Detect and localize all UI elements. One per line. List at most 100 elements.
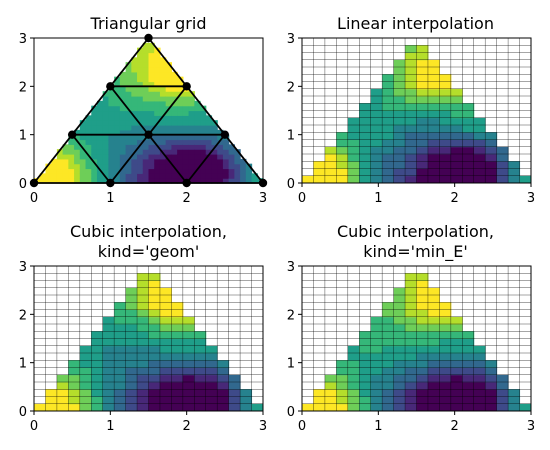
contour-cell	[154, 71, 161, 78]
contour-cell	[450, 168, 463, 177]
contour-cell	[450, 146, 463, 155]
contour-cell	[188, 178, 195, 184]
contour-cell	[131, 57, 138, 63]
contour-cell	[137, 345, 149, 354]
contour-cell	[450, 374, 463, 383]
contour-cell	[137, 125, 144, 131]
contour-cell	[473, 161, 486, 169]
contour-cell	[137, 71, 144, 78]
contour-cell	[182, 91, 190, 97]
contour-cell	[439, 396, 452, 405]
contour-cell	[159, 105, 167, 112]
contour-cell	[427, 338, 440, 347]
contour-cell	[496, 389, 509, 397]
contour-cell	[114, 100, 121, 107]
contour-cell	[102, 115, 110, 121]
contour-cell	[405, 88, 417, 97]
contour-cell	[177, 96, 184, 102]
contour-cell	[119, 71, 127, 78]
contour-cell	[182, 353, 195, 361]
contour-cell	[79, 168, 87, 174]
contour-cell	[119, 134, 127, 141]
contour-cell	[393, 331, 406, 339]
contour-cell	[102, 96, 110, 102]
contour-cell	[439, 175, 452, 184]
contour-cell	[125, 173, 132, 179]
contour-cell	[91, 173, 98, 179]
contour-cell	[205, 158, 213, 165]
contour-cell	[56, 163, 64, 170]
contour-cell	[240, 389, 253, 397]
subplot-subtitle: kind='geom'	[98, 242, 200, 261]
contour-cell	[462, 382, 475, 390]
contour-cell	[359, 103, 372, 111]
contour-cell	[473, 353, 486, 361]
contour-cell	[496, 146, 509, 155]
contour-cell	[131, 62, 138, 68]
contour-cell	[194, 144, 201, 150]
contour-cell	[427, 81, 440, 90]
contour-cell	[159, 57, 167, 63]
contour-cell	[240, 173, 247, 179]
contour-cell	[205, 403, 218, 412]
contour-cell	[125, 382, 138, 390]
contour-cell	[62, 149, 69, 155]
contour-cell	[370, 110, 383, 119]
contour-cell	[131, 105, 138, 112]
contour-cell	[245, 178, 253, 184]
contour-cell	[228, 389, 241, 397]
contour-cell	[154, 86, 161, 92]
contour-cell	[194, 134, 201, 141]
contour-cell	[148, 100, 155, 107]
contour-cell	[427, 367, 440, 376]
contour-cell	[159, 367, 172, 376]
contour-cell	[393, 345, 406, 354]
contour-cell	[462, 168, 475, 177]
contour-cell	[182, 115, 190, 121]
contour-cell	[114, 144, 121, 150]
contour-cell	[62, 163, 69, 170]
contour-cell	[336, 175, 349, 184]
contour-cell	[393, 81, 406, 90]
contour-cell	[370, 345, 383, 354]
contour-cell	[194, 353, 207, 361]
contour-cell	[108, 91, 115, 97]
mesh-node	[106, 82, 115, 91]
contour-cell	[393, 360, 406, 368]
contour-cell	[148, 76, 155, 83]
contour-cell	[427, 146, 440, 155]
contour-cell	[188, 144, 195, 150]
contour-cell	[370, 367, 383, 376]
x-tick-label: 2	[451, 419, 459, 434]
contour-cell	[416, 81, 429, 90]
mesh-edge	[109, 134, 150, 184]
contour-cell	[393, 139, 406, 148]
contour-cell	[182, 367, 195, 376]
x-tick-label: 2	[183, 191, 191, 206]
contour-cell	[171, 382, 184, 390]
contour-cell	[405, 316, 417, 325]
contour-cell	[114, 168, 121, 174]
contour-cell	[154, 52, 161, 58]
contour-cell	[165, 154, 172, 160]
contour-cell	[382, 338, 395, 347]
contour-cell	[217, 139, 224, 145]
contour-cell	[194, 331, 207, 339]
contour-cell	[142, 115, 150, 121]
contour-cell	[427, 139, 440, 148]
contour-cell	[125, 338, 138, 347]
contour-cell	[79, 178, 87, 184]
contour-cell	[131, 86, 138, 92]
contour-cell	[217, 403, 230, 412]
contour-cell	[68, 178, 75, 184]
contour-cell	[416, 154, 429, 162]
contour-cell	[148, 139, 155, 145]
contour-cell	[68, 360, 81, 368]
contour-cell	[125, 367, 138, 376]
contour-cell	[382, 132, 395, 140]
contour-cell	[416, 273, 429, 281]
contour-cell	[137, 168, 144, 174]
contour-cell	[131, 96, 138, 102]
contour-cell	[159, 115, 167, 121]
contour-cell	[68, 154, 75, 160]
